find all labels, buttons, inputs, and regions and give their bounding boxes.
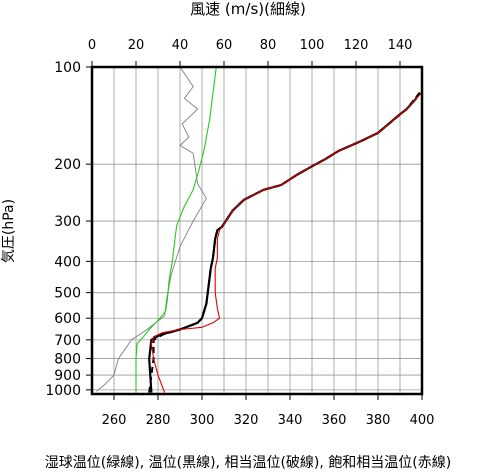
- bottom-tick-label: 260: [102, 413, 127, 428]
- bottom-tick-label: 400: [410, 413, 435, 428]
- tick-marks: [86, 61, 423, 400]
- series-wet-bulb-potential-temperature: [135, 66, 217, 393]
- bottom-axis-tick-labels: 260 280 300 320 340 360 380 400: [102, 413, 435, 428]
- y-tick-label: 100: [54, 60, 81, 76]
- y-axis-title: 気圧(hPa): [1, 199, 17, 263]
- top-tick-label: 20: [128, 38, 145, 53]
- series-equivalent-potential-temperature: [148, 91, 421, 393]
- bottom-tick-label: 360: [322, 413, 347, 428]
- top-tick-label: 100: [300, 38, 325, 53]
- top-tick-label: 60: [216, 38, 233, 53]
- top-tick-label: 40: [172, 38, 189, 53]
- bottom-tick-label: 340: [278, 413, 303, 428]
- series-wind-speed: [96, 66, 207, 392]
- grid-lines: [92, 66, 422, 394]
- y-tick-label: 1000: [45, 383, 81, 399]
- bottom-tick-label: 320: [234, 413, 259, 428]
- plot-frame: [90, 65, 424, 396]
- bottom-tick-label: 380: [366, 413, 391, 428]
- y-tick-label: 700: [54, 333, 81, 349]
- y-tick-label: 300: [54, 214, 81, 230]
- top-tick-label: 140: [388, 38, 413, 53]
- plot-lines: [96, 66, 423, 393]
- top-axis-tick-labels: 0 20 40 60 80 100 120 140: [88, 38, 413, 53]
- series-potential-temperature: [148, 92, 421, 393]
- bottom-tick-label: 300: [190, 413, 215, 428]
- bottom-axis-title: 湿球温位(緑線), 温位(黒線), 相当温位(破線), 飽和相当温位(赤線): [45, 454, 451, 471]
- y-tick-label: 500: [54, 286, 81, 302]
- top-tick-label: 120: [344, 38, 369, 53]
- y-tick-label: 800: [54, 352, 81, 368]
- y-tick-label: 600: [54, 311, 81, 327]
- y-tick-label: 400: [54, 254, 81, 270]
- top-tick-label: 80: [260, 38, 277, 53]
- series-saturated-equivalent-potential-temperature: [150, 92, 423, 393]
- top-tick-label: 0: [88, 38, 96, 53]
- bottom-tick-label: 280: [146, 413, 171, 428]
- y-tick-label: 200: [54, 157, 81, 173]
- y-tick-label: 900: [54, 368, 81, 384]
- top-axis-title: 風速 (m/s)(細線): [190, 0, 306, 18]
